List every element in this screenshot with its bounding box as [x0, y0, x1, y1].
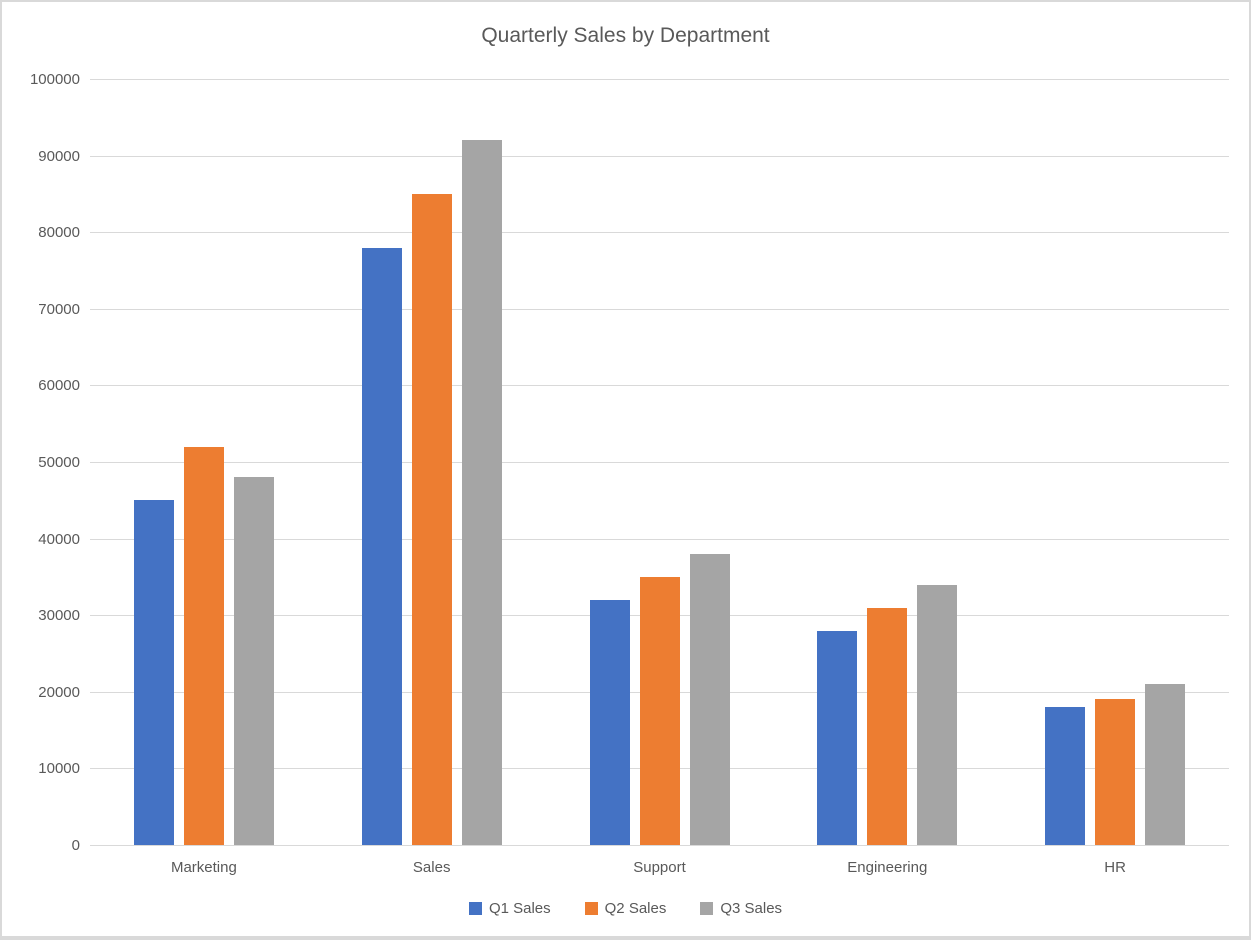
bar-hr-q1-sales [1045, 707, 1086, 845]
bar-support-q1-sales [589, 599, 630, 845]
gridline-70000 [90, 308, 1229, 310]
legend-label: Q3 Sales [720, 900, 783, 917]
gridline-60000 [90, 385, 1229, 387]
legend-item-q3-sales: Q3 Sales [700, 900, 782, 917]
bar-sales-q3-sales [461, 140, 502, 845]
bar-engineering-q3-sales [917, 584, 958, 845]
legend: Q1 Sales Q2 Sales Q3 Sales [2, 900, 1249, 917]
x-tick-label-support: Support [633, 859, 686, 876]
legend-item-q1-sales: Q1 Sales [468, 900, 551, 917]
gridline-40000 [90, 538, 1229, 540]
bar-marketing-q1-sales [133, 500, 174, 845]
y-tick-label-100000: 100000 [29, 71, 80, 88]
gridline-80000 [90, 232, 1229, 234]
bar-sales-q1-sales [361, 247, 402, 845]
legend-label: Q2 Sales [604, 900, 667, 917]
bar-marketing-q3-sales [233, 477, 274, 845]
gridline-90000 [90, 155, 1229, 157]
legend-swatch-icon [584, 902, 598, 915]
y-tick-label-50000: 50000 [38, 454, 80, 471]
y-tick-label-70000: 70000 [38, 300, 80, 318]
legend-swatch-icon [468, 902, 482, 915]
bar-engineering-q1-sales [817, 630, 858, 845]
y-tick-label-10000: 10000 [38, 760, 80, 778]
y-tick-label-60000: 60000 [38, 377, 80, 395]
bar-hr-q3-sales [1145, 684, 1186, 845]
y-tick-label-40000: 40000 [38, 530, 80, 548]
y-tick-label-90000: 90000 [38, 147, 80, 165]
bar-engineering-q2-sales [867, 607, 908, 845]
x-tick-label-hr: HR [1104, 859, 1126, 876]
x-tick-label-engineering: Engineering [847, 859, 928, 876]
y-tick-label-80000: 80000 [38, 224, 80, 242]
x-tick-label-sales: Sales [412, 859, 451, 876]
legend-label: Q1 Sales [488, 900, 551, 917]
plot-area [90, 79, 1229, 846]
x-tick-label-marketing: Marketing [170, 859, 237, 876]
y-tick-label-30000: 30000 [38, 607, 80, 625]
bar-support-q3-sales [689, 553, 730, 845]
y-tick-label-20000: 20000 [38, 683, 80, 701]
gridline-100000 [90, 79, 1229, 80]
legend-swatch-icon [700, 902, 714, 915]
bar-hr-q2-sales [1095, 699, 1136, 845]
gridline-0 [90, 845, 1229, 846]
gridline-50000 [90, 462, 1229, 463]
chart-title: Quarterly Sales by Department [481, 24, 770, 47]
y-tick-label-0: 0 [71, 837, 80, 854]
bar-support-q2-sales [639, 576, 680, 845]
bar-sales-q2-sales [411, 193, 452, 845]
bar-marketing-q2-sales [183, 446, 224, 845]
legend-item-q2-sales: Q2 Sales [584, 900, 667, 917]
